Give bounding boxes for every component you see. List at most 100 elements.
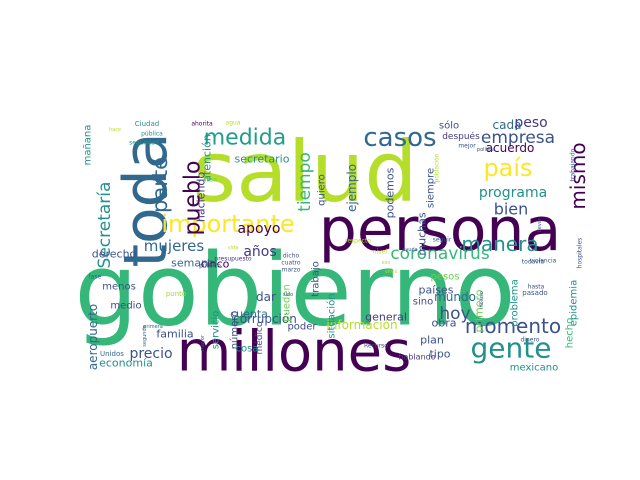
word-empresa: empresa [481, 128, 555, 148]
word-mexicano: mexicano [510, 363, 559, 374]
word-llevar: llevar [537, 217, 543, 232]
word-apoyo: apoyo [238, 221, 281, 237]
word-primera: primera [143, 324, 163, 330]
word-mismo: mismo [566, 142, 590, 209]
word-trabajo: trabajo [311, 261, 322, 297]
word-hasta: hasta [528, 284, 545, 291]
word-parte: parte [148, 157, 172, 213]
word-medico: médico [254, 321, 265, 354]
word-epidemia: epidemia [569, 280, 580, 326]
word-aeropuerto: aeropuerto [86, 304, 100, 370]
word-toda: toda [111, 132, 181, 267]
word-siempre: siempre [426, 168, 437, 208]
word-ejemplo: ejemplo [345, 164, 359, 212]
word-hace: hace [109, 127, 121, 133]
word-pesos: pesos [430, 272, 459, 283]
word-semana: semana [171, 257, 215, 270]
word-menos: menos [102, 282, 136, 293]
word-corrupcion: corrupción [233, 312, 297, 326]
word-precio: precio [129, 346, 172, 362]
word-ahorita: ahorita [191, 121, 213, 128]
word-hablando: hablando [398, 353, 435, 362]
word-unidos: Unidos [100, 350, 124, 358]
word-millones: millones [177, 320, 412, 385]
word-seguir: seguir [433, 237, 452, 244]
word-bien: bien [494, 200, 529, 219]
word-publica: pública [141, 131, 163, 138]
word-problema: problema [510, 279, 521, 327]
word-mejor: mejor [458, 143, 476, 150]
word-respecto: respecto [345, 238, 371, 245]
word-cosa: cosa [236, 344, 259, 355]
word-medida: medida [204, 126, 287, 151]
word-punto: punto [166, 290, 186, 298]
word-hospitales: hospitales [577, 238, 584, 269]
word-familia: familia [156, 328, 193, 341]
word-poblacion: población [434, 153, 441, 182]
word-ayuda: ayuda [402, 247, 417, 253]
word-podemos: podemos [384, 167, 397, 218]
word-gente: gente [471, 332, 552, 365]
word-nivel: nivel [373, 249, 388, 256]
word-sino: sino [413, 297, 433, 308]
word-numero: número [229, 311, 241, 350]
word-marzo: marzo [282, 267, 301, 274]
word-pueden: pueden [282, 284, 293, 322]
word-situacion: situación [326, 293, 338, 338]
word-todavia: todavía [522, 259, 545, 266]
word-coronavirus: coronavirus [390, 244, 490, 264]
word-atencion: atención [201, 134, 214, 182]
word-mujeres: mujeres [144, 237, 205, 255]
word-tipo: tipo [429, 348, 450, 361]
word-cada: cada [493, 118, 522, 132]
word-quiero: quiero [317, 174, 328, 206]
word-presupuesto: presupuesto [214, 256, 252, 263]
word-ciudad: Ciudad [135, 120, 159, 128]
word-despues: después [442, 131, 480, 142]
word-casa: casa [203, 177, 217, 184]
word-segunda: segunda [142, 325, 148, 346]
word-mayor: mayor [200, 334, 206, 351]
word-publico: público [199, 263, 221, 270]
word-recurso: Recurso [364, 343, 388, 350]
word-dar: dar [256, 290, 276, 304]
word-importante: importante [161, 210, 294, 238]
word-cuenta: cuenta [230, 308, 268, 321]
word-general: general [365, 311, 407, 324]
word-sido: sido [283, 292, 293, 298]
word-economia: economía [99, 357, 153, 370]
word-haciendo: haciendo [195, 172, 208, 223]
word-tiempo: tiempo [295, 152, 315, 212]
word-pais: país [483, 154, 532, 182]
word-informacion: información [326, 318, 397, 332]
word-mundo: mundo [434, 290, 476, 304]
word-hecho: hecho [565, 318, 576, 348]
word-peso: peso [514, 115, 547, 131]
word-anos: años [243, 244, 276, 260]
word-dinero: dinero [521, 337, 540, 344]
word-persona: persona [319, 195, 561, 265]
word-paises: países [418, 284, 453, 297]
word-agua: agua [226, 120, 241, 127]
word-virus: virus [385, 269, 398, 275]
word-seguridad: seguridad [129, 140, 159, 147]
word-cuatro: cuatro [281, 260, 300, 267]
word-eso: eso [382, 260, 391, 266]
word-momento: momento [465, 314, 561, 338]
word-cinco: cinco [201, 258, 230, 271]
word-gobierno: gobierno [74, 232, 515, 349]
word-plan: plan [420, 334, 444, 347]
word-fase: fase [89, 274, 102, 281]
word-derecho: derecho [92, 248, 137, 261]
word-pasado: pasado [522, 289, 547, 297]
word-politica: política [477, 146, 495, 153]
word-casos: casos [363, 123, 436, 153]
word-trabajando: trabajando [570, 148, 577, 181]
word-manera: manera [461, 232, 538, 256]
word-pueblo: pueblo [181, 161, 206, 236]
word-programa: programa [479, 185, 547, 201]
word-muchas: muchas [416, 212, 429, 255]
word-vida: vida [228, 245, 239, 251]
word-solo: sólo [439, 120, 459, 132]
